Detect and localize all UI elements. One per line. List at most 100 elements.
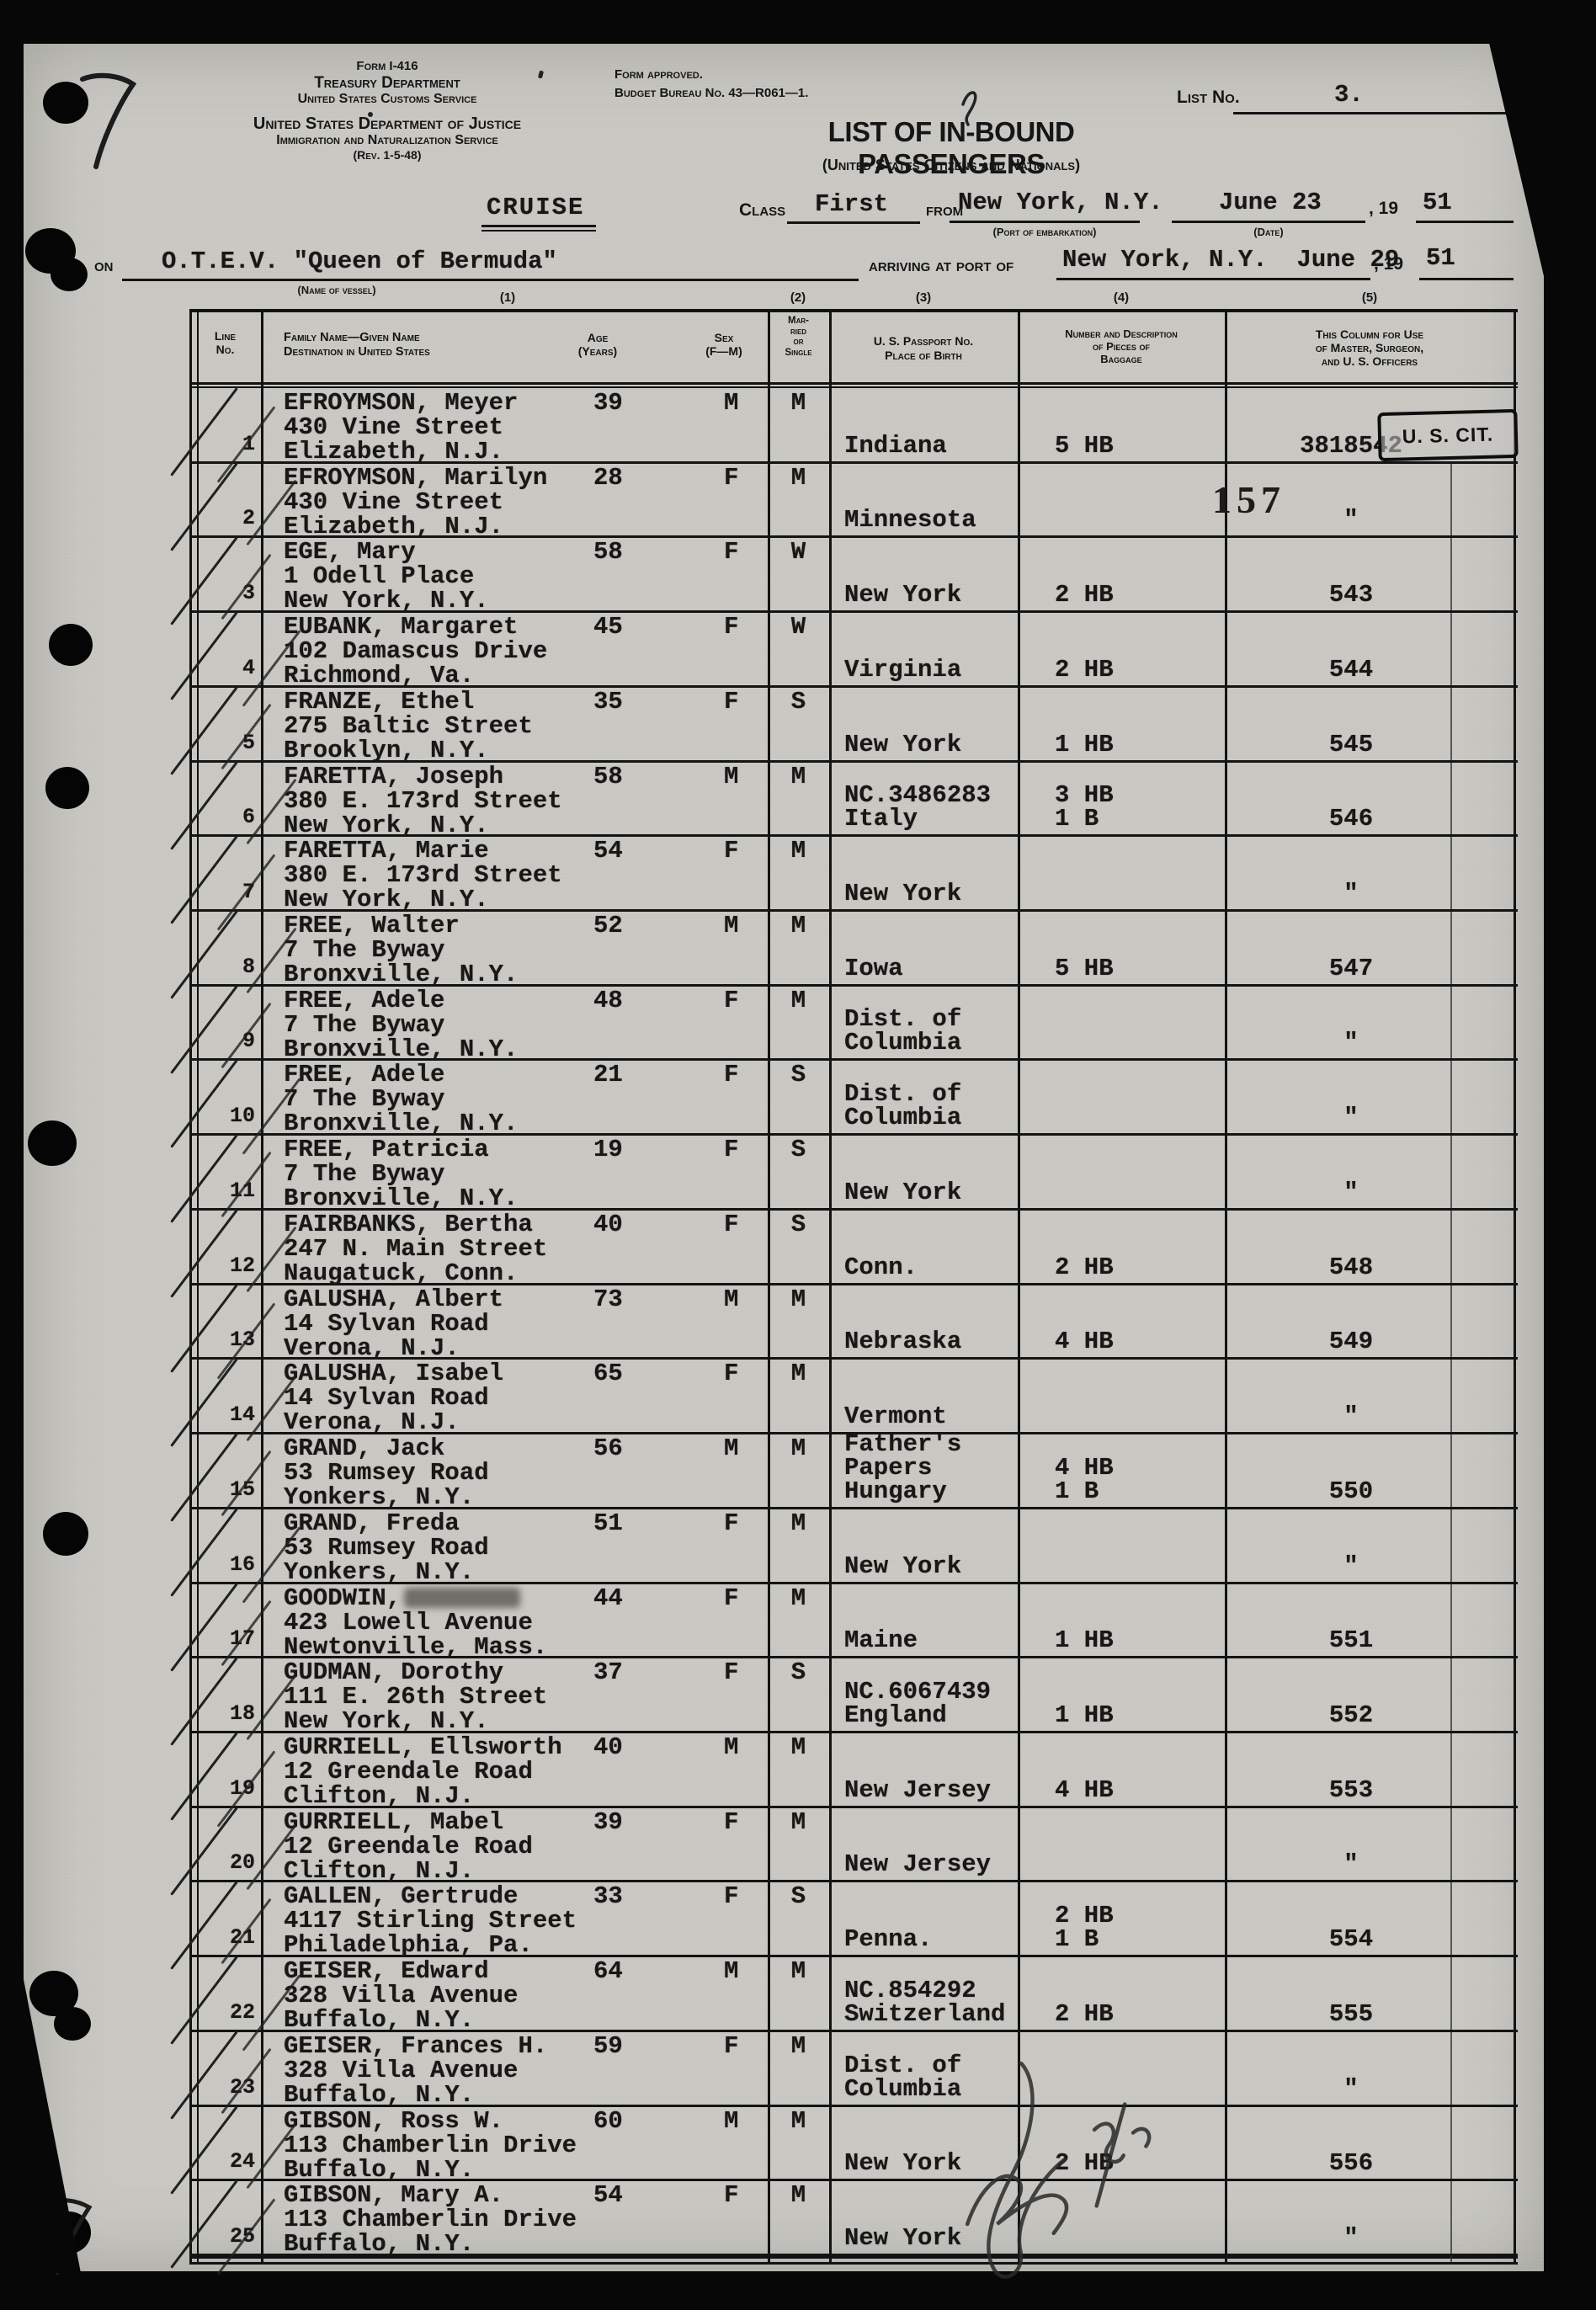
- passenger-name: GOODWIN,: [284, 1586, 547, 1610]
- birthplace-line: Vermont: [844, 1402, 947, 1431]
- passenger-name: GALUSHA, Isabel: [284, 1360, 504, 1388]
- passenger-name: FARETTA, Marie: [284, 837, 489, 865]
- table-row: 16 GRAND, Freda 53 Rumsey Road Yonkers, N.Y…: [170, 1507, 1518, 1604]
- street-address: 423 Lowell Avenue: [284, 1608, 533, 1637]
- passport-birthplace-value: Vermont: [844, 1402, 947, 1431]
- passenger-name-block: FREE, Walter 7 The Byway Bronxville, N.Y.: [284, 913, 518, 987]
- header-text: ried: [790, 326, 807, 337]
- marital-status-value: M: [790, 1434, 806, 1463]
- agency-line: United States Customs Service: [297, 92, 477, 106]
- baggage-value: 2 HB 1 B: [1055, 1902, 1114, 1954]
- city-state: Clifton, N.J.: [284, 1856, 475, 1885]
- sex-value: F: [724, 1882, 739, 1911]
- baggage-line: 1 B: [1055, 1477, 1099, 1505]
- pen-mark-seven: [80, 72, 137, 169]
- baggage-line: 4 HB: [1055, 1453, 1114, 1482]
- column-number: (2): [790, 290, 806, 305]
- header-text: Mar-: [788, 316, 809, 326]
- line-number: 16: [229, 1552, 255, 1577]
- street-address: 7 The Byway: [284, 1160, 445, 1189]
- sex-value: M: [724, 1285, 739, 1313]
- passenger-name-block: FRANZE, Ethel 275 Baltic Street Brooklyn, …: [284, 689, 533, 763]
- cruise-label: CRUISE: [487, 194, 585, 221]
- officer-number: 556: [1328, 2149, 1374, 2178]
- rule: [1416, 221, 1514, 223]
- birthplace-line: New York: [844, 880, 962, 908]
- baggage-line: 2 HB: [1055, 655, 1114, 684]
- baggage-line: 1 B: [1055, 805, 1099, 833]
- birthplace-line: New York: [844, 2223, 962, 2252]
- pen-squiggle: [961, 91, 977, 126]
- ink-smudge: [404, 1587, 521, 1608]
- age-value: 60: [593, 2106, 623, 2135]
- age-value: 44: [593, 1583, 623, 1612]
- sex-value: M: [724, 2106, 739, 2135]
- passenger-table: (1) (2) (3) (4) (5) Line No. Family Name—Giv…: [170, 290, 1519, 2275]
- sex-value: M: [724, 1957, 739, 1986]
- passport-birthplace-value: New York: [844, 732, 961, 757]
- class-label: Class: [739, 200, 786, 220]
- age-value: 58: [593, 538, 623, 567]
- table-row: 1 EFROYMSON, Meyer 430 Vine Street Elizabet…: [170, 387, 1519, 483]
- city-state: Elizabeth, N.J.: [284, 438, 504, 466]
- line-number: 2: [242, 506, 255, 531]
- line-number: 12: [229, 1253, 255, 1278]
- passenger-name-block: GALLEN, Gertrude 4117 Stirling Street Phil…: [284, 1884, 577, 1957]
- baggage-line: 2 HB: [1055, 1999, 1114, 2028]
- header-text: (F—M): [705, 344, 742, 358]
- rule: [122, 279, 859, 281]
- passenger-name: GALUSHA, Albert: [284, 1285, 504, 1313]
- sex-value: F: [724, 1360, 739, 1388]
- header-officers: This Column for Use of Master, Surgeon, …: [1226, 327, 1513, 368]
- marital-status-value: M: [790, 2181, 806, 2210]
- marital-status-value: M: [790, 912, 806, 940]
- birthplace-line: Papers: [844, 1453, 933, 1482]
- baggage-value: 5 HB: [1055, 434, 1114, 458]
- line-number: 18: [229, 1701, 255, 1726]
- street-address: 113 Chamberlin Drive: [284, 2131, 577, 2159]
- passenger-name-block: GEISER, Edward 328 Villa Avenue Buffalo, N…: [284, 1959, 518, 2032]
- birthplace-line: Virginia: [844, 655, 962, 684]
- column-number: (5): [1361, 290, 1378, 305]
- column-number: (1): [499, 290, 516, 305]
- street-address: 12 Greendale Road: [284, 1832, 533, 1860]
- street-address: 4117 Stirling Street: [284, 1907, 577, 1935]
- passport-birthplace-value: Father's Papers Hungary: [844, 1429, 962, 1504]
- baggage-line: 2 HB: [1055, 1902, 1114, 1930]
- header-text: (Years): [577, 344, 618, 358]
- form-approved-note: Form approved.: [614, 67, 703, 82]
- embark-date-value: June 23: [1219, 189, 1322, 216]
- header-age: Age (Years): [547, 331, 648, 358]
- city-state: Yonkers, N.Y.: [284, 1483, 475, 1512]
- marital-status-value: S: [790, 1210, 806, 1238]
- passport-birthplace-value: Dist. of Columbia: [844, 2053, 961, 2101]
- age-value: 65: [593, 1360, 623, 1388]
- line-number: 20: [229, 1850, 255, 1876]
- hole-punch: [49, 624, 93, 666]
- baggage-line: 1 B: [1055, 1925, 1099, 1954]
- passport-birthplace-value: Nebraska: [844, 1329, 961, 1354]
- passenger-name-block: GEISER, Frances H. 328 Villa Avenue Buffal…: [284, 2034, 547, 2107]
- rule: [1172, 221, 1365, 223]
- baggage-value: 4 HB: [1055, 1328, 1114, 1356]
- birthplace-line: Father's: [844, 1429, 962, 1458]
- header-text: or: [793, 337, 804, 347]
- sex-value: F: [724, 1509, 739, 1537]
- on-label: on: [94, 256, 114, 275]
- officer-number: ″: [1343, 1850, 1359, 1879]
- officer-number: ″: [1343, 1178, 1359, 1206]
- street-address: 7 The Byway: [284, 1085, 445, 1114]
- header-bottom-border: [189, 386, 1518, 388]
- line-number: 24: [229, 2149, 255, 2174]
- table-row: 6 FARETTA, Joseph 380 E. 173rd Street New Y…: [170, 760, 1518, 850]
- column-number: (3): [915, 290, 932, 305]
- table-row: 18 GUDMAN, Dorothy 111 E. 26th Street New Y…: [170, 1657, 1518, 1747]
- baggage-value: 1 HB: [1055, 1703, 1114, 1727]
- birthplace-line: Italy: [844, 805, 918, 833]
- street-address: 113 Chamberlin Drive: [284, 2206, 577, 2234]
- table-row: 4 EUBANK, Margaret 102 Damascus Drive Richm…: [170, 611, 1518, 707]
- header-text: of Pieces of: [1093, 340, 1150, 353]
- line-number: 22: [229, 1999, 255, 2025]
- baggage-line: 4 HB: [1055, 1328, 1114, 1356]
- passport-birthplace-value: NC.854292 Switzerland: [844, 1978, 1005, 2026]
